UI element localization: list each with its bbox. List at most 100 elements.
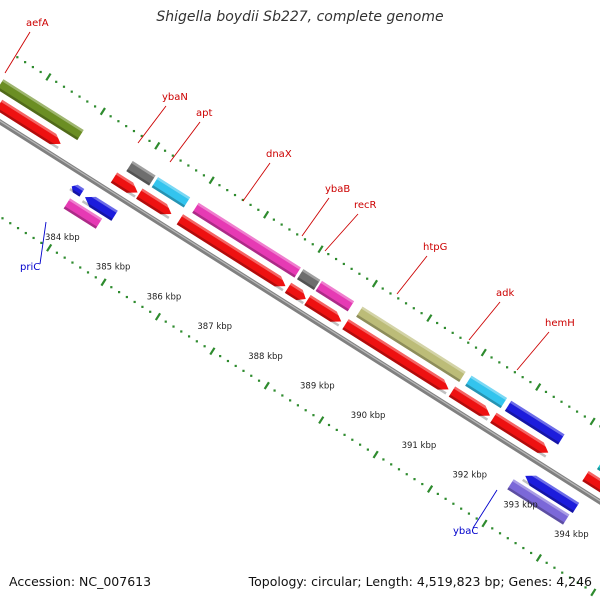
outer-scale-dot (241, 198, 244, 202)
inner-scale-dot (576, 581, 579, 584)
inner-scale-dot (141, 305, 144, 308)
gene-label-ybaB: ybaB (325, 184, 350, 195)
outer-scale-dot (334, 257, 338, 261)
outer-scale-dot (86, 100, 89, 103)
inner-scale-dot (32, 236, 35, 240)
outer-scale-dot (70, 90, 73, 93)
inner-scale-dot (561, 571, 564, 574)
outer-scale-dot (125, 125, 128, 128)
inner-scale-dot (366, 448, 369, 451)
outer-scale-dot (583, 415, 586, 418)
inner-scale-dot (530, 551, 533, 555)
outer-scale-dot (521, 376, 524, 379)
outer-scale-dot (529, 380, 532, 384)
scale-tick-label: 388 kbp (248, 352, 283, 362)
scale-tick-label: 387 kbp (197, 322, 232, 332)
inner-scale-dot (226, 359, 230, 363)
cds-forward (0, 99, 64, 149)
outer-scale-tick (535, 383, 542, 391)
map-title: Shigella boydii Sb227, complete genome (156, 9, 444, 25)
outer-scale-dot (257, 208, 260, 211)
outer-scale-dot (436, 321, 439, 325)
outer-scale-dot (171, 154, 174, 157)
inner-scale-dot (187, 335, 191, 338)
inner-scale-dot (436, 492, 439, 496)
inner-scale-dot (397, 468, 401, 471)
outer-scale-dot (226, 189, 229, 192)
gene-label-ybaC: ybaC (453, 526, 478, 537)
inner-scale-tick (46, 243, 53, 252)
scale-tick-label: 391 kbp (402, 441, 437, 451)
inner-scale-dot (584, 586, 587, 589)
gene-ybaB (296, 269, 321, 290)
outer-scale-dot (327, 253, 330, 256)
inner-scale-dot (491, 527, 494, 530)
outer-scale-dot (55, 80, 58, 83)
cds-reverse-small (69, 182, 85, 197)
outer-scale-dot (280, 223, 283, 226)
outer-scale-dot (560, 400, 563, 403)
label-leader-priC (39, 221, 47, 265)
label-leader-adk (468, 301, 501, 341)
inner-scale-dot (444, 497, 447, 500)
genome-backbone (0, 119, 600, 505)
outer-scale-dot (389, 292, 392, 295)
inner-scale-dot (219, 354, 222, 358)
cds-forward (284, 282, 309, 305)
inner-scale-dot (343, 433, 346, 436)
inner-scale-dot (16, 227, 20, 230)
inner-scale-dot (86, 271, 90, 274)
inner-scale-dot (180, 330, 183, 333)
outer-scale-dot (366, 277, 369, 280)
gene-aefA (0, 79, 84, 141)
inner-scale-dot (296, 404, 300, 407)
inner-scale-tick (263, 381, 270, 390)
scale-tick-label: 384 kbp (45, 233, 80, 243)
outer-scale-dot (506, 366, 509, 369)
inner-scale-dot (24, 231, 27, 235)
gene-apt (151, 177, 191, 208)
inner-scale-dot (250, 374, 253, 377)
inner-scale-tick (100, 278, 107, 287)
label-leader-ybaB (301, 197, 330, 237)
outer-scale-dot (31, 65, 34, 69)
accession-text: Accession: NC_007613 (9, 574, 152, 589)
cds-forward (136, 188, 175, 220)
outer-scale-dot (552, 395, 555, 398)
inner-scale-dot (94, 276, 97, 279)
inner-scale-dot (421, 482, 424, 486)
outer-scale-tick (99, 107, 106, 116)
inner-scale-tick (318, 416, 325, 425)
label-leader-recR (324, 213, 359, 252)
gene-label-apt: apt (196, 108, 212, 119)
inner-scale-dot (257, 379, 261, 382)
inner-scale-dot (405, 473, 408, 476)
inner-scale-dot (55, 251, 59, 254)
outer-scale-dot (132, 129, 136, 133)
inner-scale-dot (149, 310, 152, 313)
outer-scale-dot (350, 267, 353, 270)
inner-scale-tick (535, 553, 542, 562)
outer-scale-dot (568, 405, 571, 408)
gene-ybaN (126, 161, 156, 186)
outer-scale-dot (358, 272, 361, 275)
inner-scale-dot (545, 561, 548, 564)
inner-scale-tick (590, 588, 597, 597)
inner-scale-dot (63, 256, 66, 259)
outer-scale-dot (195, 169, 198, 172)
inner-scale-dot (9, 222, 12, 225)
gene-dnaX (192, 202, 301, 278)
scale-tick-label: 392 kbp (452, 471, 487, 481)
inner-scale-tick (154, 312, 162, 321)
inner-scale-dot (413, 478, 416, 481)
outer-scale-dot (187, 164, 190, 167)
inner-scale-tick (209, 347, 216, 356)
outer-scale-dot (575, 410, 579, 413)
outer-scale-dot (109, 115, 112, 118)
inner-scale-dot (125, 295, 128, 299)
outer-scale-tick (371, 279, 379, 288)
scale-tick-label: 393 kbp (503, 500, 538, 510)
cds-reverse (81, 192, 118, 221)
outer-scale-dot (249, 203, 252, 206)
